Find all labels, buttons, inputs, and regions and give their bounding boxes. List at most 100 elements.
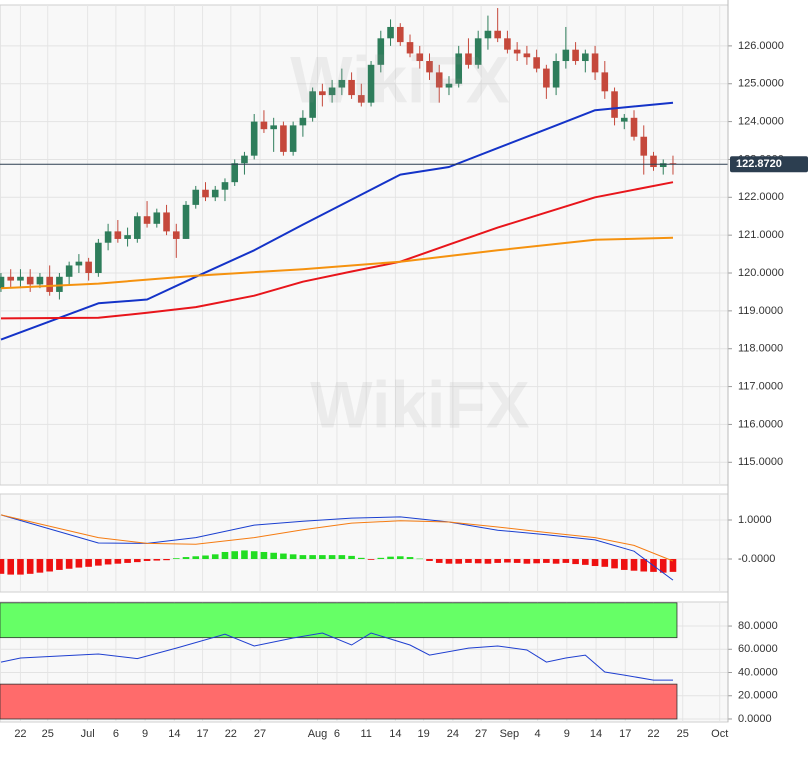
candle-body [572, 49, 579, 62]
histogram-bar [260, 551, 268, 560]
histogram-bar [172, 558, 180, 560]
candle-body [172, 231, 180, 239]
indicator-line [0, 514, 674, 562]
candle-body [455, 53, 463, 84]
x-tick-label: 11 [360, 728, 371, 740]
histogram-bar [562, 559, 570, 563]
y-tick-label: 60.0000 [738, 643, 778, 655]
histogram-bar [659, 559, 667, 573]
x-tick-label: 6 [113, 728, 119, 740]
histogram-bar [231, 551, 239, 560]
candle-body [377, 38, 385, 65]
candle-body [299, 117, 307, 126]
candle-body [484, 30, 492, 39]
y-tick-label: 40.0000 [738, 666, 778, 678]
candle-body [211, 189, 219, 198]
histogram-bar [572, 559, 579, 565]
y-tick-label: 121.0000 [738, 229, 784, 241]
candle-body [620, 117, 628, 122]
histogram-bar [202, 555, 209, 560]
x-tick-label: Aug [308, 728, 328, 740]
histogram-bar [494, 559, 501, 563]
candle-body [426, 61, 433, 73]
y-tick-label: -0.0000 [738, 553, 775, 565]
candle-body [46, 276, 53, 292]
candle-body [582, 53, 589, 62]
candle-body [65, 265, 73, 277]
histogram-bar [533, 559, 540, 564]
candle-body [465, 53, 472, 65]
y-tick-label: 0.0000 [738, 713, 772, 725]
y-tick-label: 116.0000 [738, 418, 783, 430]
x-tick-label: 4 [535, 728, 541, 740]
x-tick-label: 22 [225, 728, 237, 740]
candle-body [348, 79, 355, 96]
histogram-bar [211, 554, 219, 560]
candle-body [56, 276, 63, 292]
candle-body [182, 204, 190, 239]
candle-body [280, 125, 287, 152]
histogram-bar [36, 559, 44, 573]
candle-body [221, 182, 229, 190]
histogram-bar [396, 556, 404, 560]
histogram-bar [552, 559, 560, 564]
histogram-bar [620, 559, 628, 570]
y-tick-label: 124.0000 [738, 115, 784, 127]
x-tick-label: 6 [334, 728, 340, 740]
histogram-bar [328, 555, 336, 560]
candle-body [533, 57, 540, 69]
candle-body [7, 276, 15, 281]
histogram-bar [104, 559, 112, 565]
y-tick-label: 126.0000 [738, 40, 784, 52]
candle-body [630, 117, 638, 137]
x-tick-label: 27 [475, 728, 487, 740]
candle-body [367, 64, 375, 103]
candle-body [659, 163, 667, 168]
candle-body [601, 72, 609, 92]
watermark: WikiFX [310, 367, 529, 441]
x-tick-label: 27 [254, 728, 266, 740]
candle-body [104, 231, 112, 243]
y-tick-label: 122.0000 [738, 191, 784, 203]
histogram-bar [406, 557, 414, 560]
candle-body [591, 53, 599, 73]
candle-body [338, 79, 346, 88]
candle-body [494, 30, 501, 39]
histogram-bar [455, 559, 463, 564]
last-price-label: 122.8720 [736, 158, 782, 170]
candle-body [17, 276, 24, 281]
candle-body [387, 26, 394, 39]
histogram-bar [289, 554, 297, 560]
histogram-bar [250, 551, 258, 560]
candle-body [260, 121, 268, 130]
histogram-bar [504, 559, 511, 563]
histogram-bar [192, 556, 200, 560]
x-tick-label: 25 [677, 728, 689, 740]
histogram-bar [26, 559, 34, 574]
histogram-bar [7, 559, 15, 575]
histogram-bar [377, 557, 385, 560]
candle-body [650, 155, 657, 168]
histogram-bar [474, 559, 482, 564]
candle-body [163, 212, 170, 232]
candle-body [669, 163, 677, 165]
histogram-bar [640, 559, 648, 572]
histogram-bar [0, 559, 5, 574]
histogram-bar [153, 559, 161, 561]
histogram-bar [465, 559, 472, 563]
x-tick-label: 24 [447, 728, 459, 740]
histogram-bar [669, 559, 677, 572]
histogram-bar [591, 559, 599, 567]
candle-body [523, 53, 531, 58]
histogram-bar [75, 559, 83, 568]
histogram-bar [338, 555, 346, 560]
candle-body [543, 68, 550, 88]
candle-body [95, 242, 102, 274]
candle-body [124, 235, 131, 239]
x-tick-label: 25 [42, 728, 54, 740]
candle-body [250, 121, 258, 156]
y-tick-label: 120.0000 [738, 267, 784, 279]
y-tick-label: 80.0000 [738, 620, 778, 632]
histogram-bar [543, 559, 550, 563]
rsi-line [0, 632, 673, 681]
